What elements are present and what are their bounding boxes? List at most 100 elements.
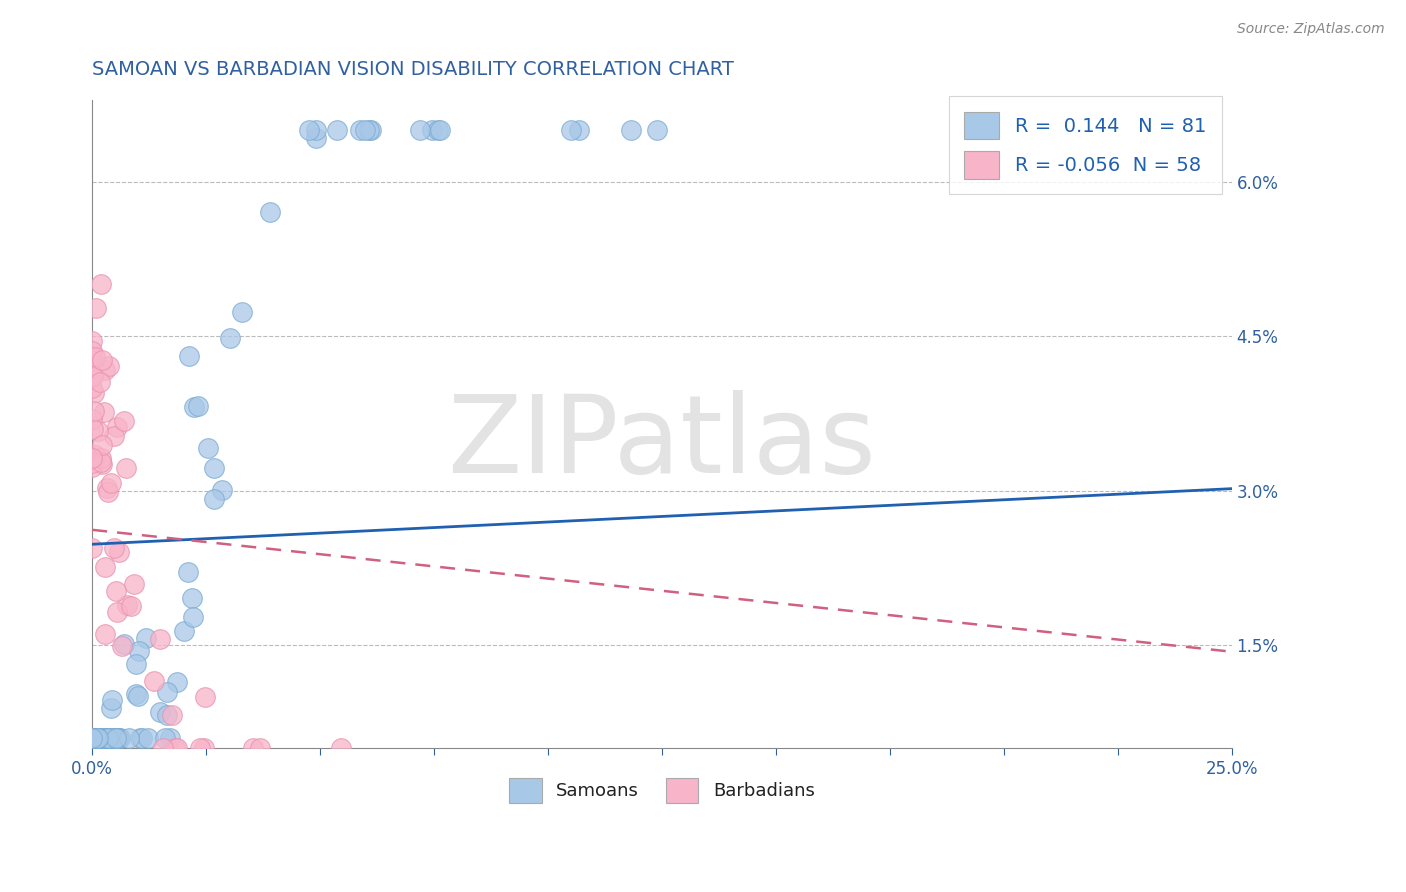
Point: [82, 731, 104, 745]
Point: [620, 123, 643, 137]
Point: [135, 632, 157, 646]
Text: ZIPatlas: ZIPatlas: [447, 391, 876, 496]
Point: [94, 362, 117, 376]
Point: [90, 277, 112, 291]
Point: [359, 123, 381, 137]
Point: [103, 428, 125, 442]
Point: [353, 123, 375, 137]
Point: [349, 123, 371, 137]
Point: [249, 741, 271, 756]
Point: [326, 123, 349, 137]
Point: [83, 731, 105, 745]
Point: [82, 451, 104, 466]
Point: [136, 731, 159, 745]
Point: [90, 457, 112, 471]
Point: [93, 405, 115, 419]
Point: [190, 741, 212, 756]
Point: [104, 731, 127, 745]
Point: [219, 331, 242, 345]
Point: [91, 437, 114, 451]
Point: [82, 411, 104, 425]
Point: [194, 690, 217, 705]
Point: [152, 741, 174, 756]
Point: [84, 731, 107, 745]
Point: [82, 370, 104, 384]
Point: [84, 301, 107, 316]
Point: [122, 576, 145, 591]
Point: [177, 566, 200, 580]
Point: [420, 123, 443, 137]
Point: [86, 731, 108, 745]
Point: [84, 448, 107, 462]
Point: [142, 674, 165, 689]
Point: [156, 707, 179, 722]
Point: [82, 334, 104, 349]
Point: [305, 123, 328, 137]
Point: [96, 731, 118, 745]
Point: [97, 731, 120, 745]
Point: [82, 731, 104, 745]
Point: [125, 687, 148, 701]
Point: [108, 731, 131, 745]
Point: [87, 731, 110, 745]
Point: [231, 305, 253, 319]
Point: [129, 731, 152, 745]
Point: [97, 731, 120, 745]
Point: [120, 599, 142, 613]
Point: [93, 731, 115, 745]
Point: [304, 131, 326, 145]
Point: [82, 731, 104, 745]
Point: [87, 731, 110, 745]
Point: [82, 731, 104, 745]
Point: [97, 731, 120, 745]
Text: SAMOAN VS BARBADIAN VISION DISABILITY CORRELATION CHART: SAMOAN VS BARBADIAN VISION DISABILITY CO…: [93, 60, 734, 78]
Point: [82, 731, 104, 745]
Point: [103, 541, 125, 556]
Point: [86, 731, 108, 745]
Point: [160, 707, 183, 722]
Point: [82, 456, 104, 470]
Point: [165, 741, 187, 756]
Point: [84, 451, 107, 466]
Text: Source: ZipAtlas.com: Source: ZipAtlas.com: [1237, 22, 1385, 37]
Point: [82, 381, 104, 395]
Point: [115, 598, 138, 612]
Point: [90, 451, 112, 466]
Point: [105, 731, 128, 745]
Point: [427, 123, 450, 137]
Point: [409, 123, 432, 137]
Point: [647, 123, 669, 137]
Point: [202, 460, 225, 475]
Point: [202, 491, 225, 506]
Point: [242, 741, 264, 756]
Point: [100, 475, 122, 490]
Point: [193, 741, 215, 756]
Point: [94, 731, 117, 745]
Point: [155, 731, 177, 745]
Point: [89, 731, 111, 745]
Point: [82, 422, 104, 436]
Point: [127, 689, 149, 703]
Point: [125, 657, 148, 672]
Point: [82, 541, 104, 555]
Point: [149, 706, 172, 720]
Point: [560, 123, 582, 137]
Point: [101, 693, 124, 707]
Point: [82, 369, 104, 384]
Point: [131, 731, 153, 745]
Point: [187, 399, 209, 413]
Point: [105, 605, 128, 619]
Point: [329, 741, 352, 756]
Point: [93, 627, 115, 641]
Point: [298, 123, 321, 137]
Point: [360, 123, 382, 137]
Point: [159, 731, 181, 745]
Point: [128, 644, 150, 658]
Point: [100, 700, 122, 714]
Point: [82, 460, 104, 475]
Point: [101, 731, 124, 745]
Point: [86, 731, 108, 745]
Point: [94, 559, 117, 574]
Point: [83, 731, 105, 745]
Point: [84, 731, 107, 745]
